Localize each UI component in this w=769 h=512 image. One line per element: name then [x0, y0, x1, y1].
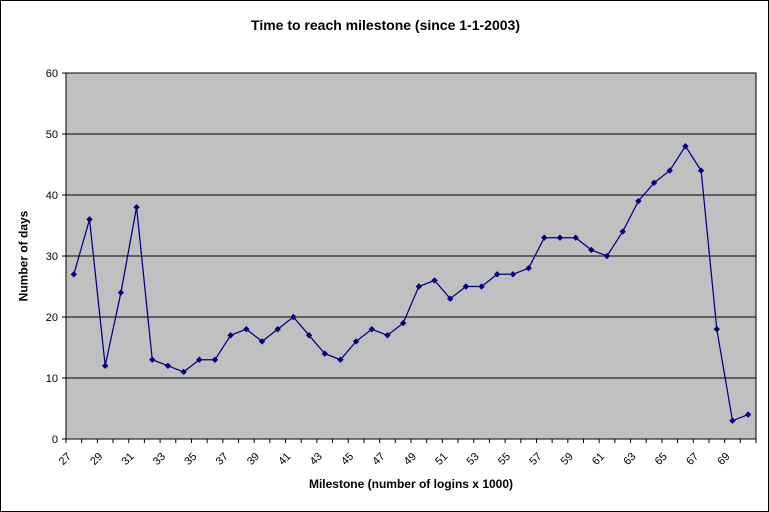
x-tick-label: 69	[715, 451, 732, 468]
data-point-marker	[697, 167, 705, 174]
data-point-marker	[133, 204, 140, 211]
data-point-marker	[243, 326, 250, 333]
y-tick-label: 50	[46, 129, 58, 141]
data-point-marker	[572, 234, 579, 241]
y-axis-title: Number of days	[16, 210, 30, 302]
data-point-marker	[650, 179, 658, 186]
data-point-marker	[102, 362, 109, 369]
y-tick-label: 10	[46, 373, 58, 385]
y-tick-label: 30	[46, 251, 58, 263]
chart-title: Time to reach milestone (since 1-1-2003)	[251, 17, 520, 33]
data-point-marker	[384, 332, 391, 339]
data-point-marker	[196, 356, 203, 363]
x-tick-label: 57	[527, 451, 544, 468]
x-tick-label: 37	[214, 451, 231, 468]
data-point-marker	[321, 350, 328, 357]
data-point-marker	[666, 167, 673, 174]
x-tick-label: 35	[182, 451, 199, 468]
x-tick-label: 45	[339, 451, 356, 468]
data-point-marker	[478, 283, 485, 290]
data-line	[73, 145, 749, 422]
x-tick-label: 27	[57, 451, 74, 468]
data-point-marker	[729, 417, 736, 424]
data-point-marker	[556, 234, 564, 241]
data-point-marker	[117, 289, 125, 296]
data-point-marker	[149, 356, 156, 363]
data-point-marker	[635, 197, 642, 205]
data-point-marker	[682, 143, 689, 150]
x-tick-label: 63	[621, 451, 638, 468]
x-tick-label: 41	[276, 451, 293, 468]
x-tick-label: 43	[308, 451, 325, 468]
y-tick-label: 40	[46, 190, 58, 202]
data-point-marker	[274, 326, 281, 333]
x-tick-label: 31	[120, 451, 137, 468]
x-tick-label: 49	[402, 451, 419, 468]
data-point-marker	[713, 326, 720, 333]
data-point-marker	[447, 295, 454, 302]
data-point-marker	[494, 271, 501, 278]
data-point-marker	[603, 252, 611, 260]
x-tick-label: 65	[653, 451, 670, 468]
y-tick-label: 0	[52, 434, 58, 446]
x-tick-label: 47	[370, 451, 387, 468]
data-point-marker	[180, 368, 187, 376]
y-axis-title-box: Number of days	[1, 73, 45, 439]
data-point-marker	[462, 283, 470, 290]
data-point-marker	[525, 265, 532, 272]
x-tick-label: 55	[496, 451, 513, 468]
x-tick-label: 59	[559, 451, 576, 468]
data-point-marker	[509, 271, 517, 278]
data-point-marker	[415, 283, 423, 290]
data-point-marker	[588, 246, 595, 254]
data-point-marker	[619, 228, 626, 235]
data-point-marker	[305, 332, 313, 339]
data-point-marker	[352, 338, 360, 345]
data-point-marker	[399, 319, 407, 327]
data-point-marker	[337, 356, 344, 363]
x-tick-label: 67	[684, 451, 701, 468]
x-tick-label: 61	[590, 451, 607, 468]
data-point-marker	[290, 313, 297, 321]
x-tick-label: 53	[465, 451, 482, 468]
x-tick-label: 33	[151, 451, 168, 468]
y-tick-label: 60	[46, 68, 58, 80]
data-point-marker	[744, 411, 752, 418]
data-point-marker	[431, 277, 438, 284]
data-point-marker	[368, 326, 375, 333]
data-point-marker	[164, 362, 172, 369]
x-tick-label: 39	[245, 451, 262, 468]
data-point-marker	[227, 332, 234, 339]
x-tick-label: 51	[433, 451, 450, 468]
data-point-marker	[70, 271, 78, 278]
data-point-marker	[86, 216, 93, 223]
data-point-marker	[541, 234, 548, 241]
y-tick-label: 20	[46, 312, 58, 324]
data-point-marker	[258, 338, 266, 345]
x-axis-title: Milestone (number of logins x 1000)	[308, 477, 514, 491]
data-point-marker	[211, 356, 219, 363]
x-tick-label: 29	[88, 451, 105, 468]
